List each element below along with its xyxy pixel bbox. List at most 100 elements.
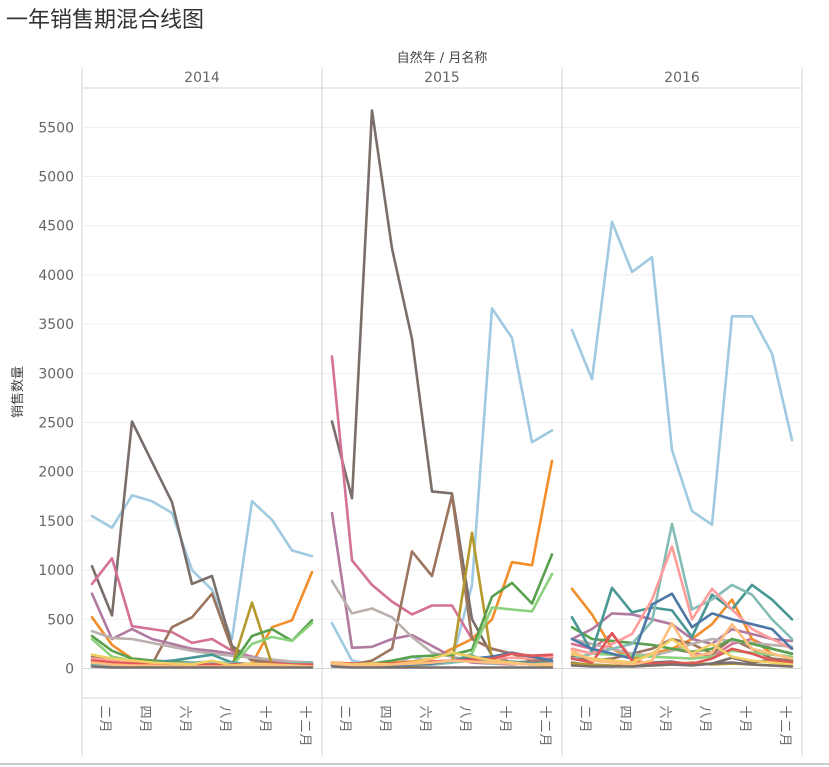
- year-header-2014: 2014: [184, 70, 220, 86]
- year-headers: 2014 2015 2016: [184, 70, 700, 86]
- series-line-3-2015: [330, 355, 554, 660]
- x-tick-label: 十月: [737, 705, 752, 732]
- svg-text:月: 月: [177, 719, 192, 732]
- series-line-7-2014: [90, 629, 314, 664]
- x-tick-label: 二月: [577, 705, 592, 732]
- panel-2016: [561, 87, 803, 699]
- svg-text:月: 月: [297, 733, 312, 746]
- svg-text:六: 六: [417, 705, 432, 718]
- svg-text:月: 月: [97, 719, 112, 732]
- svg-text:二: 二: [97, 705, 112, 718]
- series-line-11-2016: [570, 583, 794, 654]
- series-line-18-2015: [330, 665, 554, 669]
- series-line-18-2016: [570, 661, 794, 668]
- y-tick-label: 3000: [38, 366, 74, 382]
- series-line-14-2016: [570, 592, 794, 660]
- x-tick-label: 六月: [177, 705, 192, 732]
- svg-text:十: 十: [297, 705, 312, 718]
- svg-text:月: 月: [257, 719, 272, 732]
- column-header: 自然年 / 月名称: [397, 50, 488, 66]
- y-tick-label: 2000: [38, 465, 74, 481]
- y-tick-label: 2500: [38, 416, 74, 432]
- svg-text:六: 六: [177, 705, 192, 718]
- series-line-9-2014: [90, 618, 314, 666]
- x-tick-label: 八月: [457, 705, 472, 732]
- svg-text:月: 月: [497, 719, 512, 732]
- year-header-2015: 2015: [424, 70, 460, 86]
- svg-text:十: 十: [777, 705, 792, 718]
- panel-frames: [0, 67, 829, 765]
- svg-text:八: 八: [457, 705, 472, 718]
- chart-title: 一年销售期混合线图: [6, 8, 205, 33]
- y-axis: 0 500 1000 1500 2000 2500 3000 3500 4000 4500 5000…: [38, 120, 74, 677]
- y-tick-label: 1500: [38, 514, 74, 530]
- grid-layer: [82, 126, 802, 669]
- x-tick-label: 六月: [417, 705, 432, 732]
- svg-text:二: 二: [537, 719, 552, 732]
- y-tick-label: 4000: [38, 268, 74, 284]
- y-tick-label: 1000: [38, 563, 74, 579]
- series-line-6-2016: [570, 612, 794, 646]
- x-tick-label: 四月: [377, 705, 392, 732]
- svg-text:四: 四: [617, 705, 632, 718]
- x-tick-label: 八月: [697, 705, 712, 732]
- x-tick-label: 四月: [617, 705, 632, 732]
- x-tick-label: 二月: [97, 705, 112, 732]
- series-line-18-2014: [90, 665, 314, 669]
- series-line-16-2016: [570, 637, 794, 666]
- series-line-12-2016: [570, 522, 794, 660]
- series-line-10-2016: [570, 647, 794, 660]
- svg-text:十: 十: [497, 705, 512, 718]
- y-tick-label: 0: [65, 661, 74, 677]
- series-line-15-2016: [570, 631, 794, 665]
- svg-text:四: 四: [377, 705, 392, 718]
- series-line-2-2014: [90, 420, 314, 667]
- svg-text:十: 十: [257, 705, 272, 718]
- y-tick-label: 3500: [38, 317, 74, 333]
- series-line-4-2016: [570, 587, 794, 660]
- svg-text:十: 十: [737, 705, 752, 718]
- svg-text:六: 六: [657, 705, 672, 718]
- svg-text:月: 月: [737, 719, 752, 732]
- series-line-13-2016: [570, 545, 794, 656]
- svg-text:十: 十: [537, 705, 552, 718]
- svg-text:月: 月: [457, 719, 472, 732]
- svg-text:八: 八: [217, 705, 232, 718]
- y-tick-label: 5500: [38, 120, 74, 136]
- series-line-1-2015: [330, 307, 554, 667]
- series-line-17-2016: [570, 621, 794, 666]
- y-tick-label: 500: [47, 612, 74, 628]
- y-tick-label: 5000: [38, 170, 74, 186]
- svg-text:月: 月: [617, 719, 632, 732]
- svg-text:月: 月: [697, 719, 712, 732]
- svg-text:二: 二: [577, 705, 592, 718]
- svg-text:月: 月: [577, 719, 592, 732]
- series-layer: [90, 109, 794, 669]
- series-line-17-2015: [330, 659, 554, 667]
- series-line-9-2016: [570, 625, 794, 656]
- y-tick-label: 4500: [38, 219, 74, 235]
- y-axis-label: 销售数量: [10, 366, 26, 418]
- svg-text:月: 月: [217, 719, 232, 732]
- x-tick-label: 八月: [217, 705, 232, 732]
- svg-text:月: 月: [337, 719, 352, 732]
- svg-text:月: 月: [537, 733, 552, 746]
- x-tick-label: 六月: [657, 705, 672, 732]
- x-tick-label: 十二月: [297, 705, 312, 746]
- svg-text:二: 二: [297, 719, 312, 732]
- svg-text:二: 二: [777, 719, 792, 732]
- x-tick-label: 十二月: [537, 705, 552, 746]
- svg-text:月: 月: [137, 719, 152, 732]
- series-line-1-2014: [90, 493, 314, 641]
- x-tick-label: 十月: [257, 705, 272, 732]
- x-tick-label: 十二月: [777, 705, 792, 746]
- svg-text:八: 八: [697, 705, 712, 718]
- x-tick-label: 二月: [337, 705, 352, 732]
- series-line-2-2015: [330, 109, 554, 664]
- series-line-1-2016: [570, 220, 794, 527]
- year-header-2016: 2016: [664, 70, 700, 86]
- svg-text:二: 二: [337, 705, 352, 718]
- svg-text:月: 月: [657, 719, 672, 732]
